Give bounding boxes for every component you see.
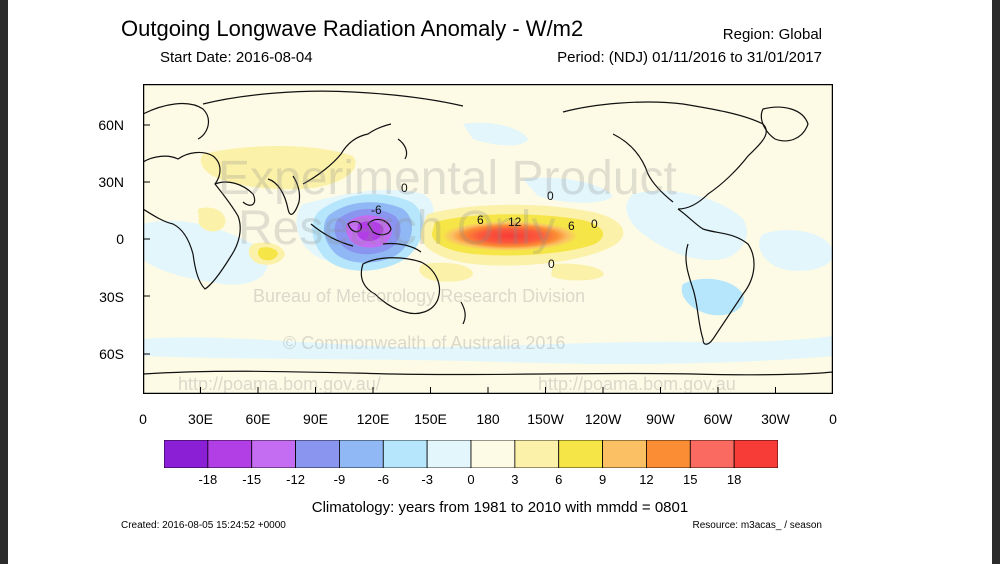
contour-label: 0 [548, 257, 555, 271]
contour-labels: 0 0 6 12 6 0 0 -6 [371, 181, 598, 271]
colorbar-swatch [602, 440, 647, 468]
lat-label: 60N [98, 117, 124, 133]
colorbar-tick-label: 15 [683, 472, 698, 487]
colorbar-tick-label: 0 [467, 472, 475, 487]
lat-label: 30N [98, 174, 124, 190]
watermark-line-4: © Commonwealth of Australia 2016 [283, 333, 565, 353]
lat-label: 60S [99, 346, 124, 362]
climatology-note: Climatology: years from 1981 to 2010 wit… [311, 499, 689, 516]
lat-label: 30S [99, 289, 124, 305]
lon-label: 90E [303, 411, 328, 427]
colorbar-tick-label: 6 [555, 472, 563, 487]
watermark-line-5: http://poama.bom.gov.au/ [178, 374, 381, 394]
colorbar-tick-label: 18 [726, 472, 742, 487]
anomaly-shading [143, 122, 833, 364]
lon-label: 150W [527, 411, 564, 427]
colorbar-swatch [295, 440, 340, 468]
contour-label: 0 [547, 189, 554, 203]
resource-label: Resource: m3acas_ / season [692, 520, 822, 531]
lon-label: 30W [761, 411, 790, 427]
contour-label: 0 [591, 217, 598, 231]
colorbar-tick-label: -6 [377, 472, 390, 487]
contour-label: -6 [371, 203, 382, 217]
colorbar-swatch [689, 440, 735, 468]
watermark: Experimental Product Research Only Burea… [178, 152, 736, 394]
colorbar-tick-label: -12 [286, 472, 305, 487]
anomaly-map: Experimental Product Research Only Burea… [143, 84, 833, 394]
colorbar-swatch [426, 440, 472, 468]
created-timestamp: Created: 2016-08-05 15:24:52 +0000 [121, 520, 286, 531]
lon-label: 30E [188, 411, 213, 427]
watermark-line-6: http://poama.bom.gov.au [538, 374, 736, 394]
lon-label: 120W [584, 411, 622, 427]
colorbar-tick-label: 3 [511, 472, 519, 487]
contour-label: 6 [568, 219, 575, 233]
lon-label: 90W [646, 411, 675, 427]
colorbar-swatch [382, 440, 428, 468]
contour-label: 12 [508, 215, 522, 229]
colorbar-tick-label: -3 [421, 472, 433, 487]
colorbar-swatch [733, 440, 778, 468]
lon-label: 120E [356, 411, 390, 427]
colorbar-swatch [558, 440, 603, 468]
colorbar-swatch [470, 440, 516, 468]
lon-label: 60E [245, 411, 271, 427]
map-ticks [143, 124, 776, 394]
contour-label: 6 [477, 213, 484, 227]
colorbar-swatch [164, 440, 209, 468]
contour-label: 0 [401, 181, 408, 195]
colorbar-swatch [339, 440, 384, 468]
colorbar [164, 440, 778, 468]
lon-label: 150E [414, 411, 447, 427]
colorbar-tick-label: -18 [198, 472, 218, 487]
lon-label: 60W [703, 411, 733, 427]
lon-label: 180 [476, 411, 500, 427]
watermark-line-2: Research Only [238, 202, 555, 255]
lon-label: 0 [829, 411, 837, 427]
lat-label: 0 [116, 231, 124, 247]
start-date: Start Date: 2016-08-04 [160, 49, 313, 66]
colorbar-tick-label: 12 [639, 472, 654, 487]
colorbar-swatch [514, 440, 560, 468]
lon-label: 0 [139, 411, 147, 427]
colorbar-tick-label: -9 [333, 472, 346, 487]
region-label: Region: Global [722, 26, 822, 43]
map-title: Outgoing Longwave Radiation Anomaly - W/… [121, 16, 584, 41]
colorbar-tick-label: 9 [598, 472, 607, 487]
watermark-line-1: Experimental Product [218, 152, 677, 205]
colorbar-swatch [251, 440, 296, 468]
coastlines [143, 90, 833, 376]
window-edge-right [992, 0, 1000, 564]
watermark-line-3: Bureau of Meteorology Research Division [253, 286, 585, 306]
window-edge-left [0, 0, 8, 564]
colorbar-tick-label: -15 [242, 472, 262, 487]
period-label: Period: (NDJ) 01/11/2016 to 31/01/2017 [557, 49, 822, 66]
colorbar-swatch [646, 440, 691, 468]
colorbar-swatch [207, 440, 253, 468]
